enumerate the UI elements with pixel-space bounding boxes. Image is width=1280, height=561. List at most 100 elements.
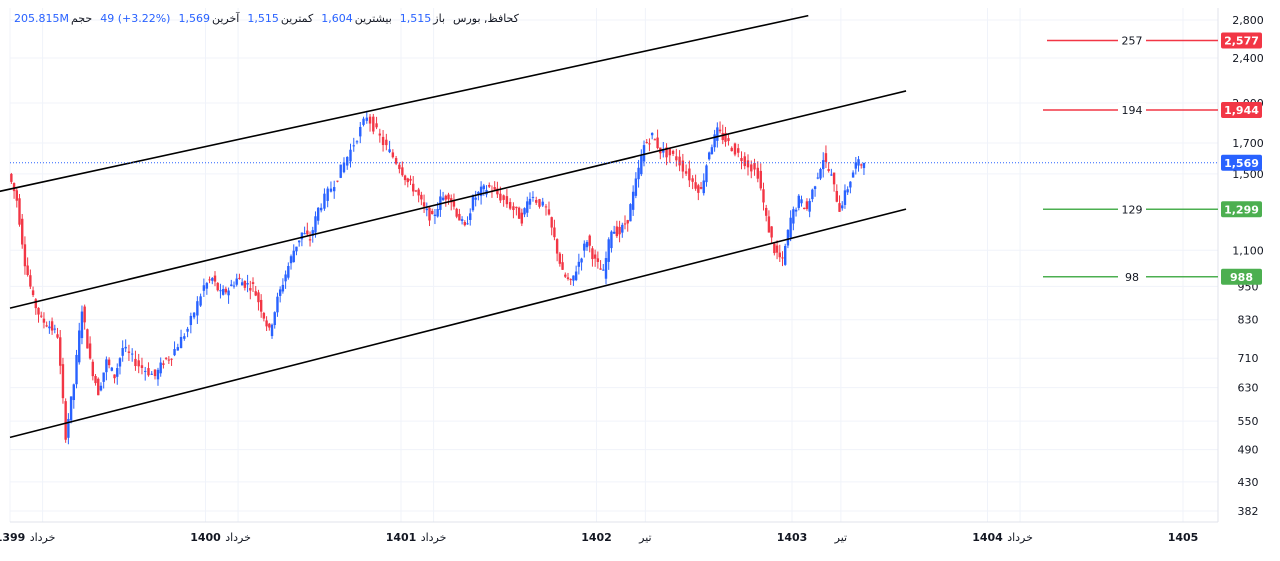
candle-body <box>308 239 312 241</box>
candle-body <box>444 195 448 200</box>
candle-body <box>849 181 852 188</box>
candle-body <box>656 137 659 149</box>
candle-body <box>572 275 575 281</box>
candle-body <box>650 132 654 136</box>
candle-body <box>391 152 395 158</box>
candle-body <box>50 321 54 331</box>
x-tick-label: خرداد <box>1007 531 1033 544</box>
candle-body <box>216 282 219 291</box>
candle-body <box>213 275 217 282</box>
open-value: 1,515 <box>399 12 432 25</box>
candle-body <box>433 214 437 216</box>
x-tick-label: 1404 <box>972 531 1003 544</box>
candle-body <box>359 126 362 137</box>
level-label: 194 <box>1122 104 1143 117</box>
candle-body <box>671 150 675 154</box>
candle-body <box>67 418 70 438</box>
candle-body <box>520 212 524 224</box>
candle-body <box>34 299 37 309</box>
x-tick-label: 1405 <box>1168 531 1199 544</box>
candle-body <box>710 147 714 155</box>
candle-body <box>645 142 648 144</box>
candle-body <box>83 306 86 323</box>
candle-body <box>588 235 591 246</box>
candle-body <box>737 148 740 153</box>
candle-body <box>375 123 378 128</box>
low-value: 1,515 <box>247 12 279 25</box>
candle-body <box>535 199 538 203</box>
y-tick-label: 710 <box>1238 352 1259 365</box>
candle-body <box>29 275 32 287</box>
symbol-text: کحافظ, بورس <box>453 12 519 25</box>
candle-body <box>281 284 285 292</box>
candle-body <box>401 167 404 176</box>
candle-body <box>189 315 193 326</box>
x-tick-label: خرداد <box>225 531 251 544</box>
low-info: کمترین 1,515 <box>247 12 313 30</box>
candle-body <box>199 296 202 306</box>
candle-body <box>118 358 122 367</box>
candle-body <box>336 180 339 182</box>
candle-body <box>224 288 228 293</box>
candle-body <box>346 156 349 166</box>
candle-body <box>767 216 771 233</box>
last-price-badge-text: 1,569 <box>1224 157 1259 170</box>
level-price-badge-text: 2,577 <box>1224 34 1259 47</box>
y-tick-label: 830 <box>1238 314 1259 327</box>
candle-body <box>365 117 368 121</box>
y-tick-label: 550 <box>1238 415 1259 428</box>
y-tick-label: 1,700 <box>1232 137 1264 150</box>
candle-body <box>10 173 13 182</box>
x-tick-label: تیر <box>834 531 847 544</box>
candle-body <box>69 396 73 421</box>
change-value: 49 (+3.22%) <box>100 12 171 25</box>
candle-body <box>179 336 183 349</box>
candle-body <box>555 239 559 254</box>
candle-body <box>474 197 477 200</box>
candle-body <box>637 167 640 180</box>
candle-body <box>675 156 678 161</box>
candle-body <box>860 164 863 166</box>
candle-body <box>372 116 375 132</box>
candle-body <box>718 129 722 132</box>
candle-body <box>634 178 638 196</box>
candle-body <box>342 162 346 173</box>
candle-body <box>420 194 423 200</box>
candle-body <box>668 148 672 156</box>
candle-body <box>607 239 610 262</box>
candle-body <box>276 296 279 313</box>
level-label-bg <box>1118 202 1146 217</box>
level-price-badge <box>1221 101 1262 118</box>
candle-body <box>436 208 439 217</box>
candle-body <box>300 232 304 240</box>
candle-body <box>268 323 271 328</box>
candle-body <box>316 207 320 221</box>
candle-body <box>406 178 409 183</box>
candle-body <box>482 185 486 190</box>
x-tick-label: خرداد <box>30 531 56 544</box>
high-label: بیشترین <box>354 12 392 25</box>
candle-body <box>730 147 733 152</box>
candle-body <box>196 301 199 316</box>
level-price-badge <box>1221 268 1262 285</box>
candle-body <box>569 279 572 281</box>
candle-body <box>319 207 323 211</box>
y-tick-label: 1,500 <box>1232 168 1264 181</box>
candle-body <box>827 169 830 171</box>
trend-line-upper <box>0 14 809 193</box>
candle-body <box>170 358 173 360</box>
candle-body <box>23 244 27 267</box>
candle-body <box>40 315 43 317</box>
candle-body <box>775 245 779 253</box>
candle-body <box>566 277 570 279</box>
candle-body <box>653 139 657 141</box>
candle-body <box>425 208 428 211</box>
candle-body <box>460 219 464 221</box>
level-label-bg <box>1118 269 1146 284</box>
candle-body <box>684 171 688 174</box>
change-info: 49 (+3.22%) <box>100 12 170 30</box>
candle-body <box>173 349 176 356</box>
candle-body <box>623 223 627 225</box>
